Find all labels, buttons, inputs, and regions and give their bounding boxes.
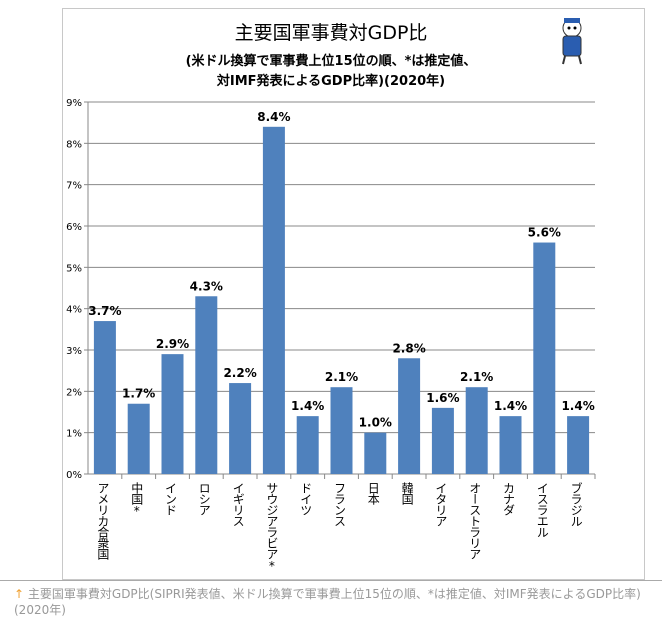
data-label: 5.6%: [528, 226, 561, 240]
y-tick-label: 8%: [66, 139, 82, 150]
data-label: 2.2%: [223, 366, 256, 380]
chart-subtitle-line2: 対IMF発表によるGDP比率)(2020年): [216, 74, 446, 89]
data-label: 2.9%: [156, 337, 189, 351]
bar: [431, 407, 454, 474]
x-tick-label: インド: [163, 482, 178, 515]
x-tick-label: イスラエル: [535, 482, 550, 537]
bar: [499, 416, 522, 474]
y-tick-label: 2%: [66, 387, 82, 398]
bar: [296, 416, 319, 474]
up-arrow-icon: ↑: [14, 587, 25, 601]
y-tick-label: 5%: [66, 263, 82, 274]
y-tick-label: 3%: [66, 346, 82, 357]
x-tick-label: ロシア: [197, 482, 212, 515]
bar: [330, 387, 353, 474]
y-tick-label: 1%: [66, 429, 82, 440]
data-label: 2.1%: [460, 370, 493, 384]
data-label: 1.6%: [426, 391, 459, 405]
bar: [195, 296, 218, 474]
y-tick-label: 7%: [66, 181, 82, 192]
bar: [161, 354, 184, 474]
bar: [533, 242, 556, 474]
y-tick-label: 6%: [66, 222, 82, 233]
bar: [364, 432, 387, 474]
caption: ↑ 主要国軍事費対GDP比(SIPRI発表値、米ドル換算で軍事費上位15位の順、…: [14, 586, 644, 618]
x-tick-label: イタリア: [433, 482, 448, 526]
x-tick-label: 日本: [366, 482, 381, 504]
data-label: 4.3%: [190, 279, 223, 293]
x-tick-label: フランス: [332, 482, 347, 526]
x-tick-label: アメリカ合衆国: [95, 482, 110, 559]
bar: [262, 126, 285, 475]
x-tick-label: 中国*: [129, 482, 144, 517]
bar-chart: 0% 1% 2% 3% 4% 5% 6% 7% 8% 9% 3.7% 1.7% 2.9% 4.3% 2.2%…: [66, 98, 596, 481]
bar: [567, 416, 590, 474]
bar: [93, 321, 116, 474]
data-label: 1.7%: [122, 387, 155, 401]
bar: [229, 383, 252, 474]
data-label: 8.4%: [257, 110, 290, 124]
y-tick-label: 4%: [66, 305, 82, 316]
y-tick-label: 0%: [66, 470, 82, 481]
x-tick-label: ドイツ: [298, 482, 313, 515]
data-label: 3.7%: [88, 304, 121, 318]
data-label: 1.4%: [291, 399, 324, 413]
x-tick-label: ブラジル: [569, 482, 584, 526]
data-label: 1.4%: [494, 399, 527, 413]
x-tick-label: 韓国: [400, 482, 415, 504]
bar: [127, 403, 150, 474]
x-tick-label: カナダ: [501, 482, 516, 515]
chart-title: 主要国軍事費対GDP比: [234, 22, 428, 44]
data-label: 1.4%: [561, 399, 594, 413]
data-label: 2.1%: [325, 370, 358, 384]
data-label: 1.0%: [359, 416, 392, 430]
x-tick-label: イギリス: [231, 482, 246, 526]
data-label: 2.8%: [392, 341, 425, 355]
x-tick-label: オーストラリア: [467, 482, 482, 559]
y-tick-label: 9%: [66, 98, 82, 109]
divider: [0, 580, 662, 581]
caption-text: 主要国軍事費対GDP比(SIPRI発表値、米ドル換算で軍事費上位15位の順、*は…: [14, 587, 641, 617]
bar: [465, 387, 488, 474]
x-tick-label: サウジアラビア*: [264, 482, 279, 572]
chart-subtitle-line1: (米ドル換算で軍事費上位15位の順、*は推定値、: [185, 54, 477, 69]
mascot-logo-icon: [562, 18, 582, 65]
bar: [398, 358, 421, 474]
